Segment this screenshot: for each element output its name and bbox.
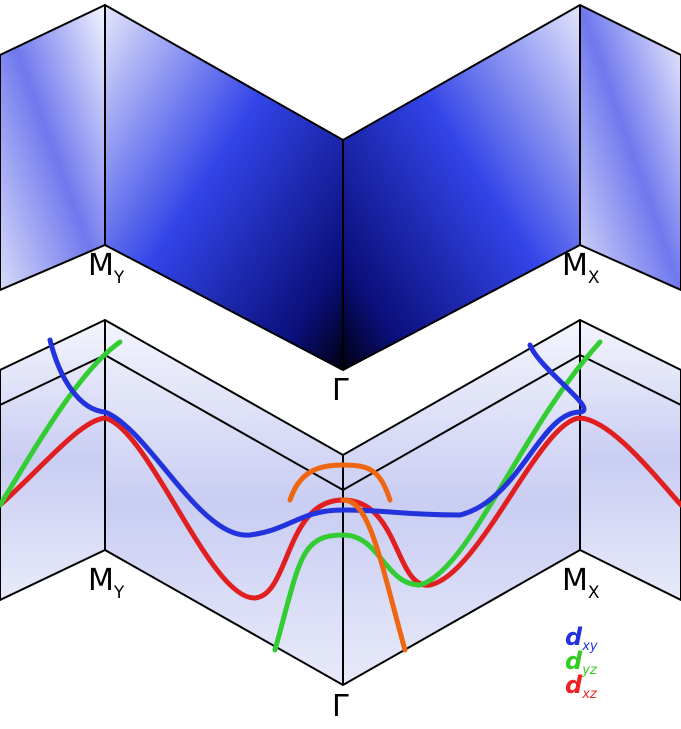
band [47,337,587,538]
face [343,320,580,685]
face [343,5,580,370]
face [580,320,681,600]
face [580,5,681,290]
legend-entry: dxz [565,671,598,702]
outline [0,318,681,687]
label: MY [88,248,125,288]
label: MX [562,248,600,288]
band [287,462,408,653]
bands [0,337,681,653]
legend-entry: dxy [565,623,598,654]
bottom-panel: MY MX Γ [0,318,681,724]
face [105,5,343,370]
label: MY [88,563,125,603]
label: Γ [332,373,349,408]
face [0,5,105,290]
band [0,339,603,653]
legend-entry: dyz [565,647,598,678]
label: Γ [332,689,349,724]
outline [0,3,681,372]
label: MX [562,563,600,603]
face [0,320,105,600]
face [105,320,343,685]
top-panel: MY MX Γ [0,3,681,408]
